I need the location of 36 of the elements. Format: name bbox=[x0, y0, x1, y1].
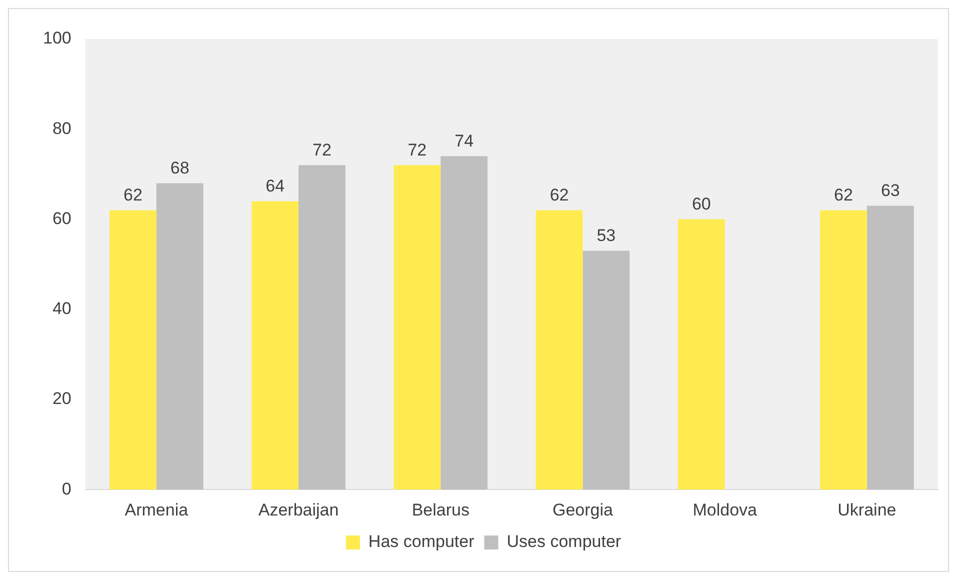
y-tick-label: 0 bbox=[62, 479, 72, 498]
data-label: 72 bbox=[408, 140, 427, 160]
bar bbox=[582, 250, 630, 490]
data-label: 63 bbox=[880, 180, 900, 200]
x-tick-label: Armenia bbox=[124, 500, 189, 520]
bar bbox=[440, 156, 488, 490]
legend-label: Uses computer bbox=[506, 532, 622, 552]
data-label: 74 bbox=[454, 131, 474, 150]
y-tick-label: 40 bbox=[52, 299, 72, 318]
data-label: 53 bbox=[596, 226, 616, 245]
data-label: 62 bbox=[834, 185, 853, 204]
y-tick-label: 20 bbox=[52, 389, 72, 408]
bar bbox=[156, 183, 204, 490]
data-label: 62 bbox=[124, 185, 142, 204]
data-label: 68 bbox=[170, 158, 190, 178]
legend-label: Has computer bbox=[368, 532, 475, 552]
x-tick-label: Belarus bbox=[412, 500, 470, 520]
y-tick-label: 60 bbox=[52, 208, 72, 228]
bar bbox=[820, 210, 867, 490]
bar bbox=[866, 206, 914, 490]
data-label: 64 bbox=[266, 176, 285, 196]
y-tick-label: 100 bbox=[42, 28, 72, 48]
bar bbox=[252, 201, 299, 490]
x-tick-label: Georgia bbox=[552, 500, 614, 520]
data-label: 62 bbox=[550, 185, 569, 204]
data-label: 60 bbox=[692, 194, 711, 214]
bar bbox=[298, 165, 346, 490]
data-label: 72 bbox=[312, 140, 332, 160]
bar bbox=[678, 219, 725, 490]
x-tick-label: Ukraine bbox=[838, 500, 896, 520]
x-tick-label: Azerbaijan bbox=[258, 500, 339, 520]
y-tick-label: 80 bbox=[52, 118, 72, 138]
bar bbox=[110, 210, 156, 490]
x-tick-label: Moldova bbox=[692, 500, 758, 520]
bar bbox=[394, 165, 441, 490]
bar bbox=[536, 210, 583, 490]
